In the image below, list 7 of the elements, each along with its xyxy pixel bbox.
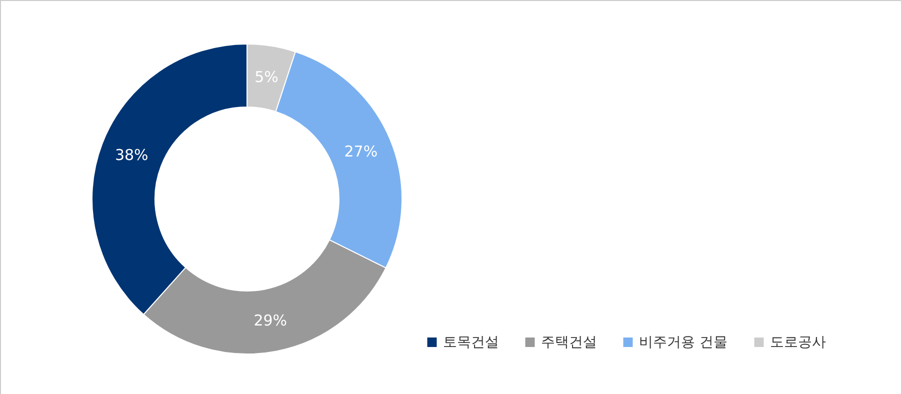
data-label: 38% [114, 146, 148, 164]
legend-label: 비주거용 건물 [639, 334, 728, 350]
data-label: 27% [344, 142, 378, 160]
legend-label: 주택건설 [541, 334, 597, 350]
legend-label: 토목건설 [443, 334, 499, 350]
legend-label: 도로공사 [770, 334, 826, 350]
data-label: 29% [254, 311, 288, 330]
